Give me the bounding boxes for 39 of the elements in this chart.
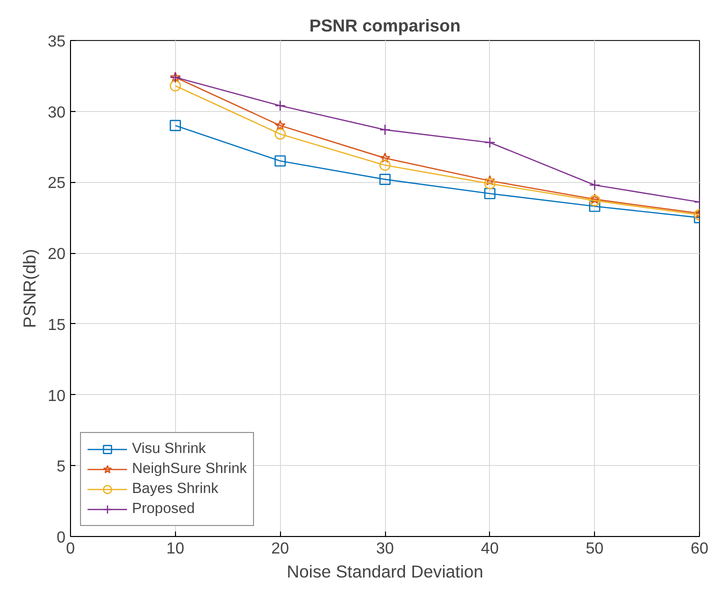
legend-label: NeighSure Shrink [132, 461, 247, 477]
y-axis-title: PSNR(db) [20, 249, 40, 328]
y-tick-label: 15 [48, 316, 66, 334]
point [484, 175, 496, 186]
point [589, 179, 600, 191]
point [484, 136, 496, 148]
x-tick-label: 20 [271, 540, 290, 558]
y-tick-label: 20 [48, 246, 66, 264]
point [380, 152, 390, 163]
x-tick-label: 30 [376, 540, 394, 558]
legend-label: Visu Shrink [132, 441, 206, 457]
point [484, 178, 496, 190]
point [274, 155, 286, 167]
point [589, 200, 600, 212]
y-tick-label: 0 [56, 530, 66, 546]
y-tick-label: 35 [48, 34, 66, 50]
x-tick-label: 10 [166, 540, 184, 558]
legend-label: Bayes Shrink [132, 481, 218, 497]
x-tick-label: 50 [586, 540, 604, 558]
point [589, 195, 600, 206]
x-tick-label: 40 [480, 540, 499, 558]
y-tick-label: 30 [48, 104, 66, 122]
point [274, 100, 286, 112]
point [170, 80, 181, 92]
legend-label: Proposed [132, 501, 195, 517]
point [170, 120, 181, 132]
point [379, 174, 391, 185]
point [379, 160, 391, 171]
point [484, 188, 496, 200]
y-tick-label: 10 [48, 388, 66, 405]
y-tick-label: 25 [48, 175, 66, 192]
y-tick-label: 5 [56, 458, 66, 476]
chart-title: PSNR comparison [309, 16, 461, 36]
point [274, 120, 286, 130]
x-tick-label: 60 [690, 540, 708, 558]
x-axis-title: Noise Standard Deviation [286, 562, 484, 582]
point [379, 124, 391, 136]
point [274, 128, 286, 140]
point [589, 194, 600, 204]
